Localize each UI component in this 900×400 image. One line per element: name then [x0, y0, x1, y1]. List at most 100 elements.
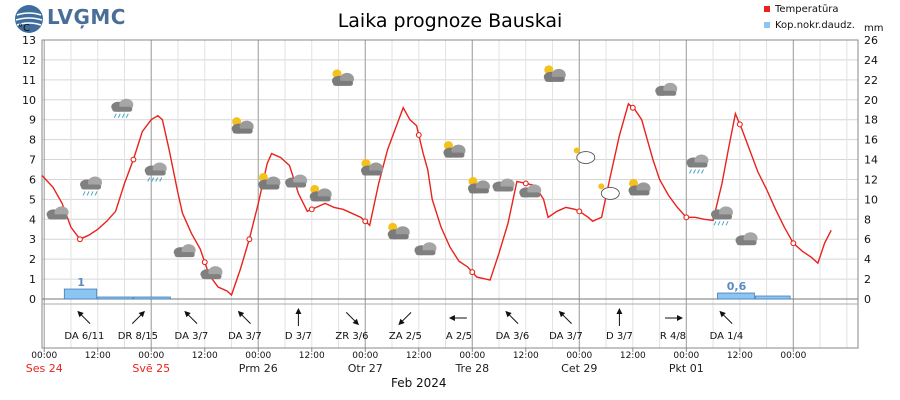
day-label: Tre 28	[454, 362, 489, 375]
y-tick-right: 10	[864, 193, 878, 206]
wind-label: D 3/7	[285, 331, 312, 342]
y-tick-left: 12	[22, 54, 36, 67]
day-label: Cet 29	[561, 362, 597, 375]
cloudy-icon	[200, 266, 223, 280]
legend-entry: Temperatūra	[774, 4, 839, 15]
rain-drop	[94, 191, 98, 196]
left-unit-label: °C	[18, 23, 30, 34]
wind-arrow-icon	[184, 310, 198, 325]
wind-label: DR 8/15	[118, 331, 158, 342]
temperature-marker	[576, 208, 583, 215]
cloud-part	[286, 182, 307, 188]
y-tick-left: 13	[22, 34, 36, 47]
cloudy-icon	[735, 232, 758, 246]
wind-arrow-icon	[398, 311, 412, 326]
wind-label: ZA 2/5	[389, 331, 422, 342]
precipitation-bar	[133, 296, 171, 300]
chart-title: Laika prognoze Bauskai	[338, 10, 563, 32]
cloudy-icon	[285, 174, 308, 188]
hour-tick-label: 12:00	[513, 351, 539, 361]
precipitation-bar	[717, 292, 755, 300]
hour-tick-label: 12:00	[406, 351, 432, 361]
temperature-marker	[522, 180, 529, 187]
cloud-part	[576, 151, 596, 164]
day-label: Pkt 01	[669, 362, 704, 375]
y-tick-left: 11	[22, 74, 36, 87]
cloud-part	[81, 184, 102, 190]
cloudy-icon	[414, 242, 437, 256]
precipitation-bar	[97, 296, 133, 300]
y-tick-right: 12	[864, 173, 878, 186]
y-tick-right: 4	[864, 253, 871, 266]
cloud-part	[544, 76, 565, 82]
y-tick-right: 18	[864, 114, 878, 127]
temperature-marker	[308, 206, 315, 213]
month-label: Feb 2024	[391, 376, 447, 390]
cloud-part	[493, 186, 514, 192]
wind-label: DA 3/7	[228, 331, 262, 342]
cloudy-icon	[173, 244, 196, 258]
cloud-part	[712, 214, 732, 220]
rain-drop	[155, 177, 159, 182]
hour-tick-label: 12:00	[620, 351, 646, 361]
cloud-part	[310, 196, 331, 202]
partly-night-icon	[573, 147, 596, 164]
partly-night-icon	[598, 183, 620, 200]
y-tick-left: 4	[29, 213, 36, 226]
cloud-rain-icon	[711, 206, 733, 226]
wind-arrow-head	[352, 318, 359, 326]
wind-label: ZR 3/6	[335, 331, 368, 342]
rain-drop	[701, 169, 704, 174]
temperature-marker	[201, 259, 208, 266]
cloudy-icon	[46, 206, 69, 220]
cloud-rain-icon	[144, 162, 167, 182]
partly-sunny-icon	[231, 117, 254, 134]
day-label: Svē 25	[132, 362, 170, 375]
wind-label: A 2/5	[446, 331, 472, 342]
plot-frame	[41, 39, 859, 349]
hour-tick-label: 00:00	[673, 351, 699, 361]
y-tick-left: 6	[29, 173, 36, 186]
wind-arrow-icon	[345, 311, 359, 326]
rain-drop	[697, 169, 700, 174]
day-label: Otr 27	[348, 362, 383, 375]
rain-drop	[717, 221, 721, 226]
rain-drop	[693, 169, 696, 174]
y-tick-right: 8	[864, 213, 871, 226]
partly-sunny-icon	[543, 65, 566, 82]
temperature-marker	[415, 132, 422, 138]
y-tick-left: 3	[29, 233, 36, 246]
cloud-part	[145, 170, 166, 176]
cloudy-icon	[655, 82, 678, 96]
temperature-marker	[362, 218, 369, 225]
hour-tick-label: 12:00	[192, 351, 218, 361]
cloudy-icon	[492, 178, 515, 192]
wind-arrow-head	[448, 315, 455, 321]
y-tick-left: 10	[22, 94, 36, 107]
wind-arrow-icon	[77, 310, 91, 325]
wind-arrow-icon	[505, 310, 519, 325]
partly-sunny-icon	[360, 159, 383, 176]
wind-label: DA 6/11	[64, 331, 104, 342]
wind-label: D 3/7	[606, 331, 633, 342]
cloud-part	[259, 184, 280, 190]
wind-arrow-head	[237, 310, 245, 318]
wind-label: DA 3/7	[175, 331, 209, 342]
wind-arrow-icon	[616, 308, 623, 326]
rain-drop	[82, 191, 86, 196]
temperature-marker	[130, 156, 137, 163]
y-tick-right: 22	[864, 74, 878, 87]
temperature-marker	[790, 240, 797, 247]
y-tick-left: 8	[29, 134, 36, 147]
cloud-part	[112, 106, 133, 112]
cloud-part	[232, 128, 253, 134]
rain-drop	[121, 113, 125, 118]
cloud-part	[656, 90, 677, 96]
hour-tick-label: 12:00	[727, 351, 753, 361]
wind-arrow-head	[505, 310, 512, 318]
wind-label: DA 3/7	[549, 331, 583, 342]
temperature-marker	[76, 236, 83, 243]
rain-drop	[117, 113, 121, 118]
wind-arrow-icon	[131, 310, 145, 325]
y-tick-right: 2	[864, 273, 871, 286]
